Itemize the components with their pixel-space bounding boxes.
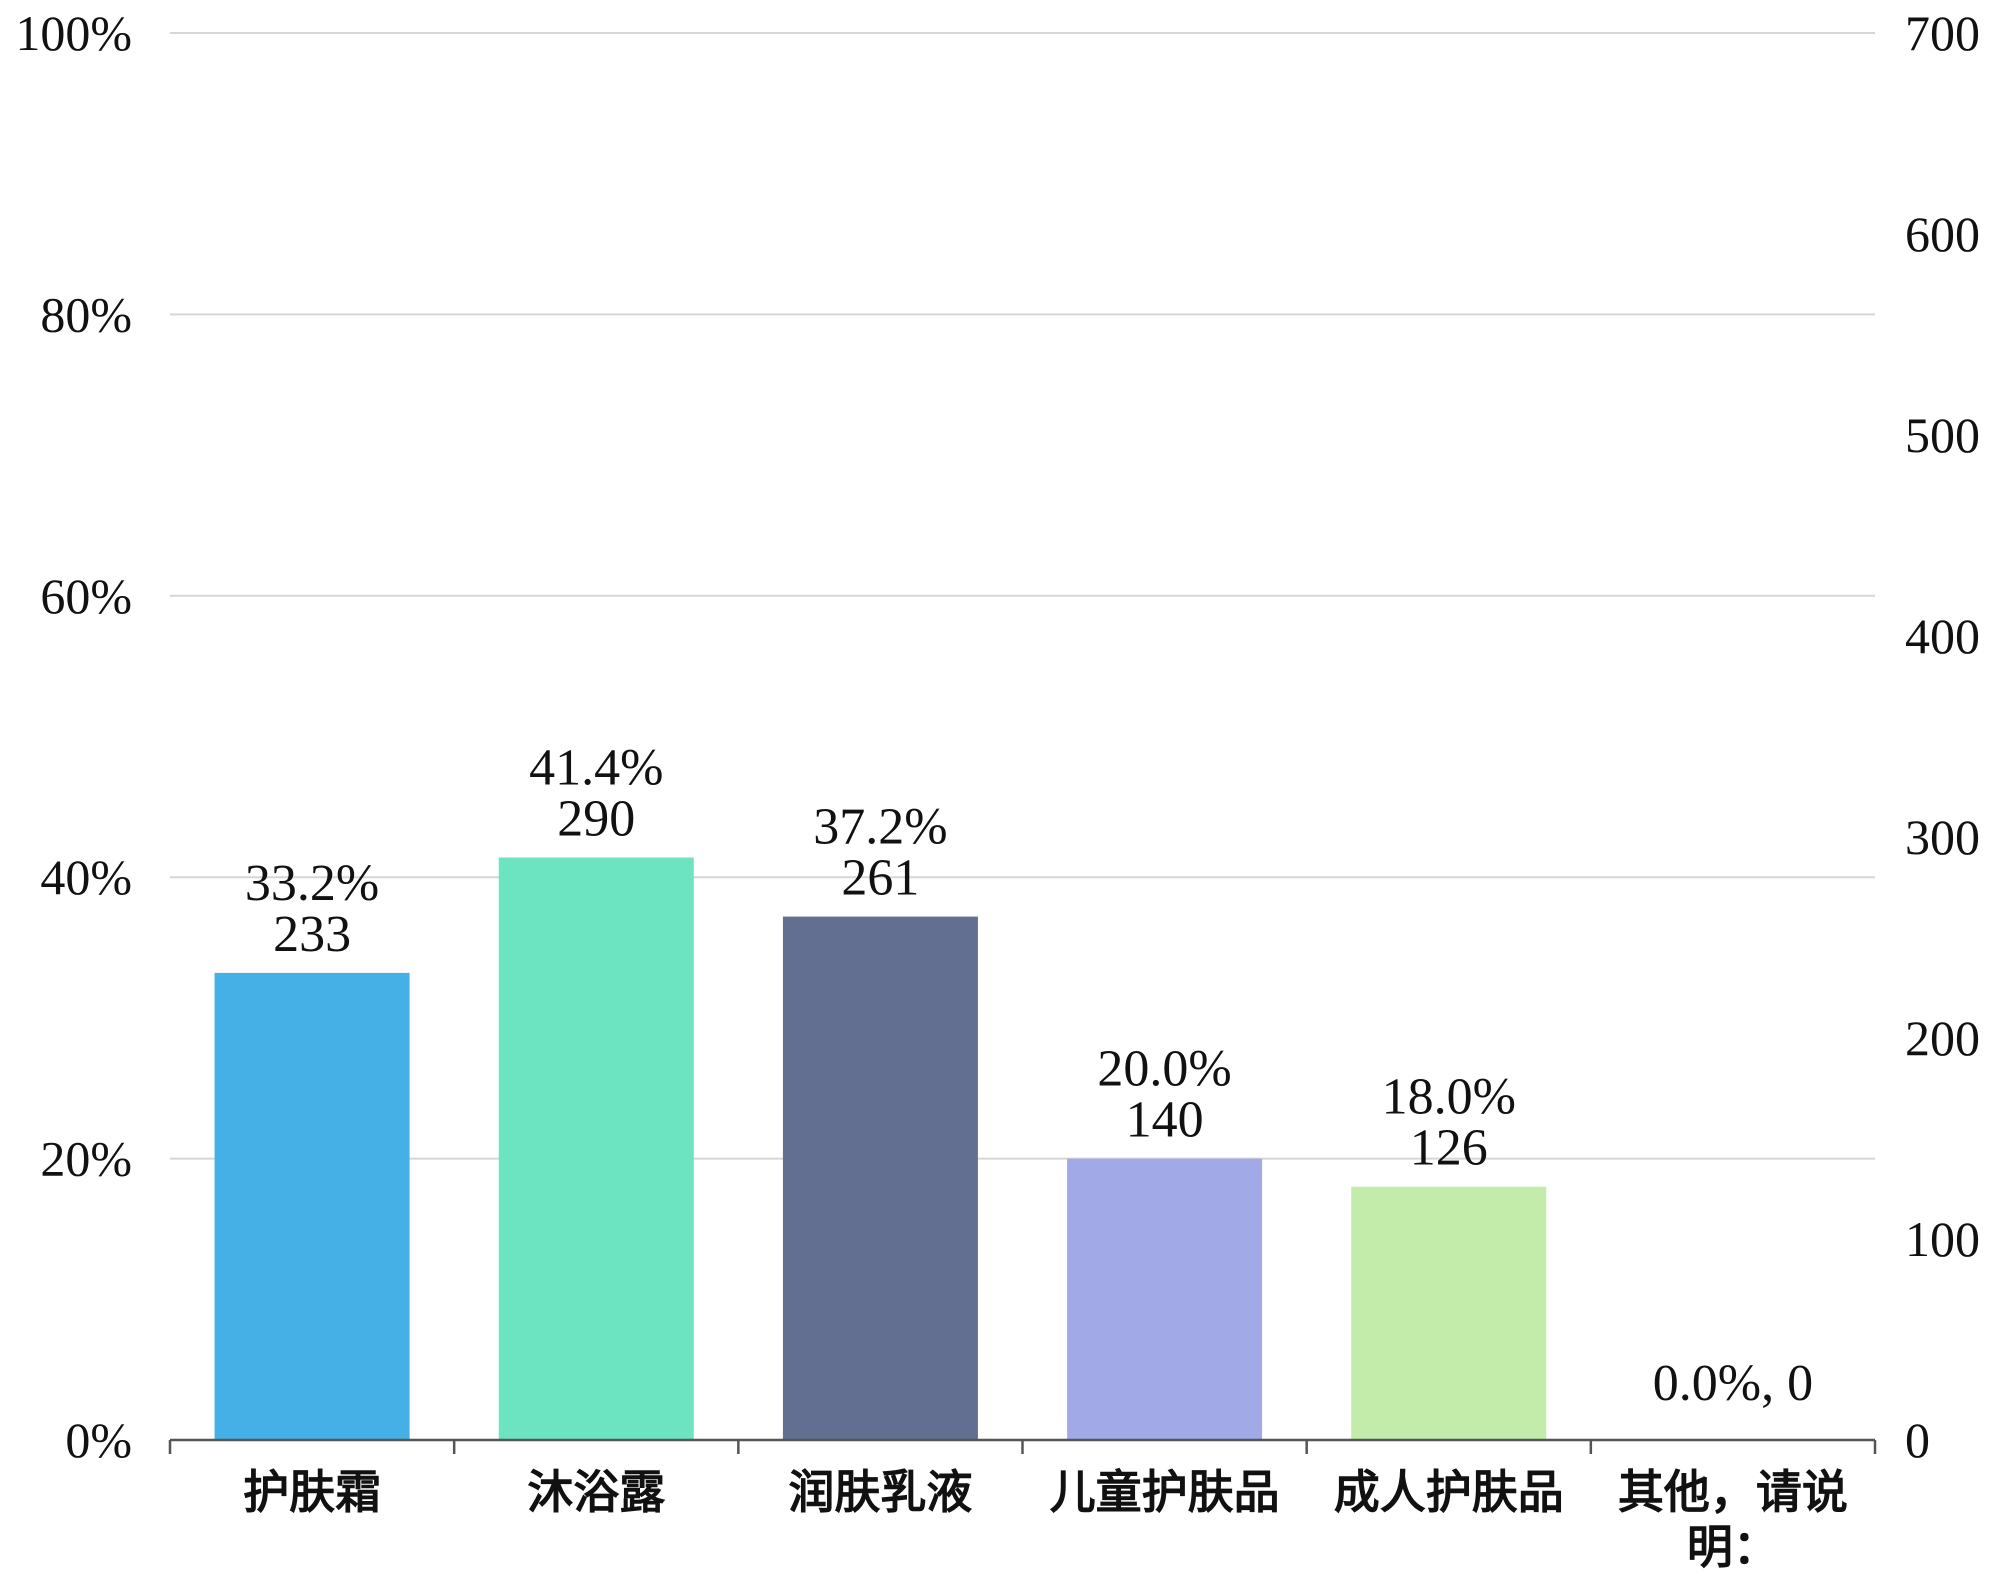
data-label-percent: 41.4%	[529, 740, 663, 797]
y-right-tick-label: 0	[1905, 1412, 1930, 1468]
data-label-count: 140	[1126, 1092, 1204, 1149]
y-left-tick-label: 60%	[40, 568, 132, 624]
grid-lines	[170, 32, 1875, 1160]
bar	[1351, 1186, 1547, 1440]
y-left-tick-label: 100%	[15, 5, 132, 61]
y-left-tick-label: 40%	[40, 849, 132, 905]
y-left-tick-label: 0%	[65, 1412, 132, 1468]
category-label: 成人护肤品	[1334, 1465, 1564, 1519]
data-label-count: 261	[841, 850, 919, 907]
category-labels: 护肤霜 沐浴露 润肤乳液 儿童护肤品 成人护肤品 其他，请说明：	[243, 1465, 1848, 1574]
x-axis	[168, 1438, 1877, 1454]
y-right-tick-label: 500	[1905, 407, 1980, 463]
bar	[1067, 1158, 1263, 1440]
y-right-tick-label: 100	[1905, 1211, 1980, 1267]
y-right-tick-label: 300	[1905, 809, 1980, 865]
data-label-percent: 37.2%	[813, 799, 947, 856]
data-label-percent: 33.2%	[245, 855, 379, 912]
data-label-count: 126	[1410, 1120, 1488, 1177]
data-label-percent: 20.0%	[1097, 1041, 1231, 1098]
data-label-count: 290	[557, 791, 635, 848]
data-label: 0.0%, 0	[1653, 1355, 1813, 1412]
y-right-tick-label: 600	[1905, 206, 1980, 262]
category-label: 儿童护肤品	[1050, 1465, 1280, 1519]
category-label: 其他，请说明：	[1618, 1465, 1848, 1574]
bar	[498, 857, 694, 1440]
category-label: 沐浴露	[527, 1465, 666, 1519]
data-label-count: 233	[273, 906, 351, 963]
y-right-tick-label: 700	[1905, 5, 1980, 61]
data-label-percent: 18.0%	[1382, 1069, 1516, 1126]
y-right-tick-label: 400	[1905, 608, 1980, 664]
data-labels: 33.2%233 41.4%290 37.2%261 20.0%140 18.0%126…	[245, 740, 1813, 1412]
category-label: 护肤霜	[243, 1465, 381, 1519]
left-y-axis: 0% 20% 40% 60% 80% 100%	[15, 5, 132, 1468]
y-left-tick-label: 80%	[40, 286, 132, 342]
category-label: 润肤乳液	[788, 1465, 972, 1519]
y-right-tick-label: 200	[1905, 1010, 1980, 1066]
bars	[214, 857, 1547, 1440]
bar	[782, 916, 978, 1440]
right-y-axis: 0 100 200 300 400 500 600 700	[1905, 5, 1980, 1468]
y-left-tick-label: 20%	[40, 1131, 132, 1187]
bar	[214, 972, 410, 1440]
